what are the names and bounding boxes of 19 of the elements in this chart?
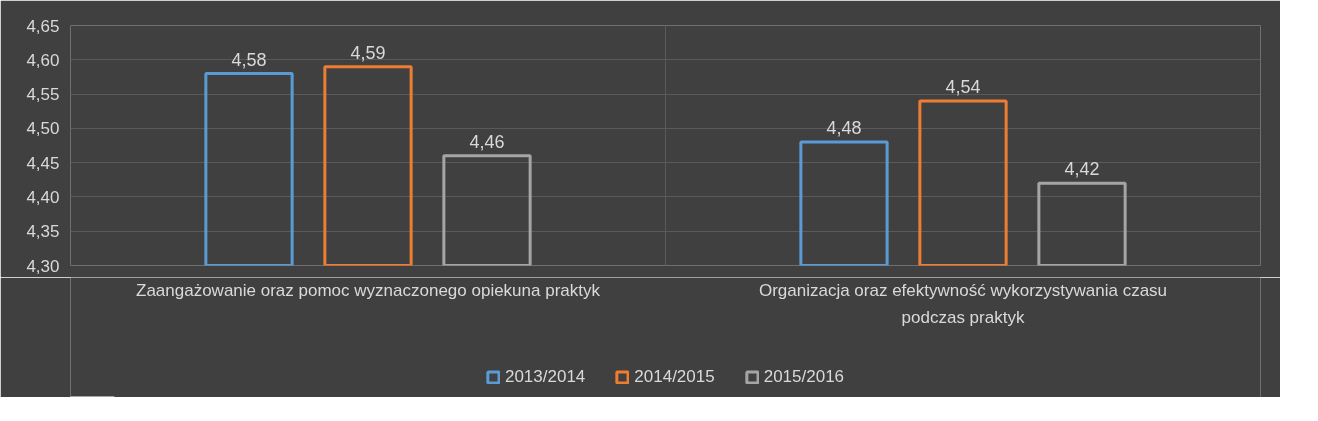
y-tick-label: 4,45 [26, 153, 60, 173]
legend-label: 2015/2016 [763, 367, 845, 387]
legend-label: 2013/2014 [504, 367, 586, 387]
y-tick-label: 4,60 [26, 50, 60, 70]
y-tick-label: 4,35 [26, 222, 60, 242]
y-tick-label: 4,50 [26, 119, 60, 139]
y-tick-label: 4,40 [26, 187, 60, 207]
y-tick-label: 4,65 [26, 16, 60, 36]
data-label: 4,46 [469, 131, 505, 152]
x-tick-label: Organizacja oraz efektywność wykorzystywania czasu podczas praktyk [758, 281, 1168, 327]
data-label: 4,59 [350, 42, 386, 63]
legend-label: 2014/2015 [634, 367, 715, 387]
data-label: 4,42 [1064, 159, 1100, 180]
data-label: 4,58 [231, 49, 267, 70]
y-tick-label: 4,55 [26, 85, 60, 105]
y-tick-label: 4,30 [26, 256, 60, 276]
data-label: 4,54 [945, 76, 981, 97]
data-label: 4,48 [826, 118, 862, 139]
x-tick-label: Zaangażowanie oraz pomoc wyznaczonego opiekuna praktyk [136, 281, 601, 301]
